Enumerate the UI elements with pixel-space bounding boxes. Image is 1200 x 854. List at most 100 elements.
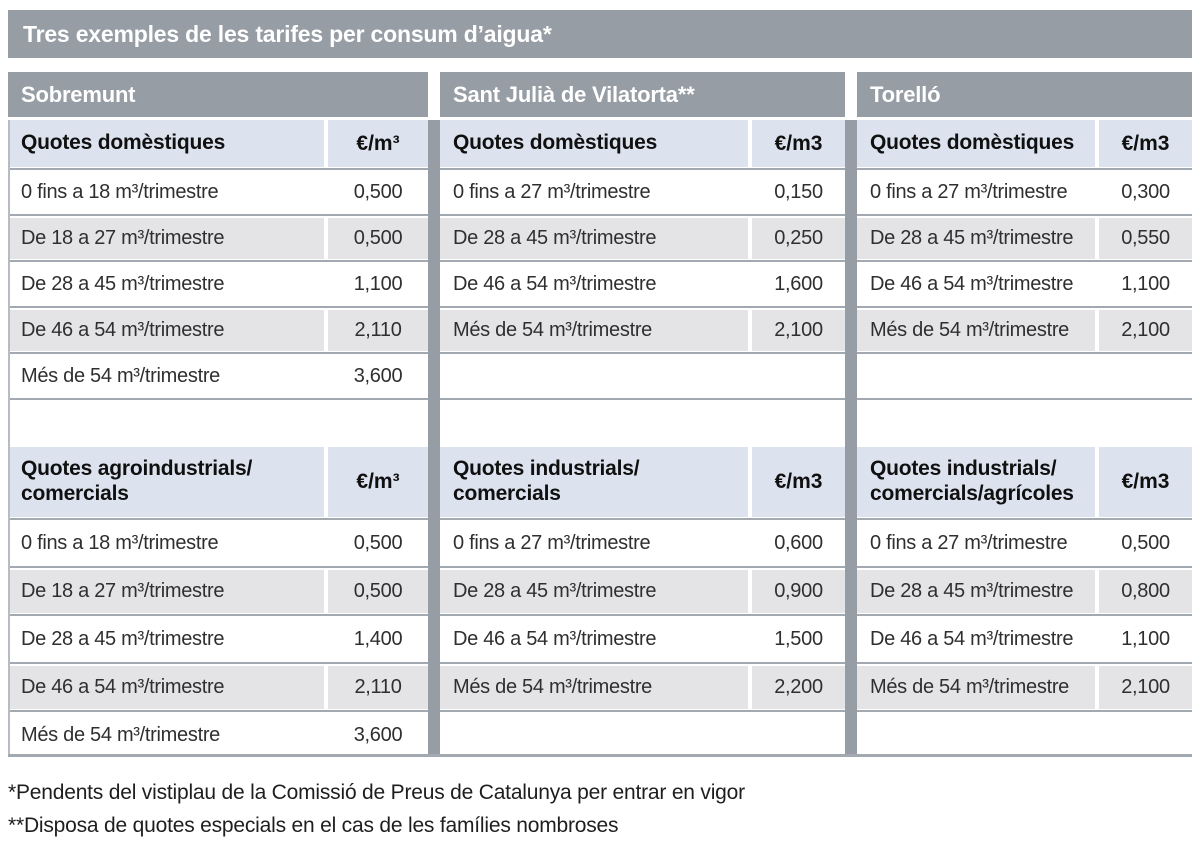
row-separator xyxy=(440,351,845,356)
tier-label: De 46 a 54 m³/trimestre xyxy=(453,628,657,650)
section-spacer xyxy=(440,402,845,447)
tier-label: De 46 a 54 m³/trimestre xyxy=(453,273,657,295)
section-title: Quotes domèstiques xyxy=(870,131,1075,155)
tariff-row: De 28 a 45 m³/trimestre 0,800 xyxy=(857,570,1192,613)
column-divider xyxy=(1095,570,1099,613)
column-divider xyxy=(324,264,328,305)
row-separator xyxy=(857,213,1192,218)
section-title: Quotes industrials/ comercials/agrícoles xyxy=(870,457,1074,505)
column-divider xyxy=(1095,310,1099,351)
section-agroindustrial: Quotes agroindustrials/ comercials €/m³ … xyxy=(8,447,428,757)
column-divider xyxy=(1095,120,1099,167)
section-separator xyxy=(857,397,1192,402)
table-bottom-border xyxy=(8,754,1192,757)
row-separator xyxy=(8,259,428,264)
row-separator xyxy=(857,613,1192,618)
section-title: Quotes domèstiques xyxy=(21,131,226,155)
unit-label: €/m3 xyxy=(774,470,823,493)
column-divider xyxy=(748,618,752,661)
row-separator xyxy=(440,613,845,618)
tier-label: Més de 54 m³/trimestre xyxy=(21,724,221,746)
section-domestic: Quotes domèstiques €/m3 0 fins a 27 m³/t… xyxy=(440,120,845,397)
section-title: Quotes domèstiques xyxy=(453,131,658,155)
price-value: 0,550 xyxy=(1121,227,1170,249)
row-separator xyxy=(8,305,428,310)
section-domestic: Quotes domèstiques €/m3 0 fins a 27 m³/t… xyxy=(857,120,1192,397)
price-value: 0,250 xyxy=(774,227,823,249)
tier-label: De 28 a 45 m³/trimestre xyxy=(870,227,1074,249)
tariff-row: De 28 a 45 m³/trimestre 1,100 xyxy=(8,264,428,305)
tier-label: Més de 54 m³/trimestre xyxy=(870,676,1070,698)
price-value: 0,500 xyxy=(353,181,403,203)
price-value: 1,400 xyxy=(353,628,403,650)
price-value: 1,600 xyxy=(774,273,823,295)
tier-label: De 46 a 54 m³/trimestre xyxy=(21,676,225,698)
row-separator xyxy=(857,259,1192,264)
empty-cell xyxy=(440,714,845,757)
tariff-row: De 46 a 54 m³/trimestre 2,110 xyxy=(8,310,428,351)
unit-label: €/m3 xyxy=(1121,131,1170,155)
municipality-header-torello: Torelló xyxy=(857,72,1192,117)
column-divider xyxy=(748,570,752,613)
column-divider xyxy=(748,120,752,167)
section-spacer xyxy=(8,402,428,447)
table-gap-band xyxy=(428,72,440,757)
row-separator xyxy=(8,517,428,522)
row-separator xyxy=(8,613,428,618)
row-separator xyxy=(857,167,1192,172)
tier-label: Més de 54 m³/trimestre xyxy=(453,319,653,341)
row-separator xyxy=(440,661,845,666)
section-header-row: Quotes industrials/ comercials €/m3 xyxy=(440,447,845,517)
tier-label: 0 fins a 18 m³/trimestre xyxy=(21,181,219,203)
empty-cell xyxy=(857,714,1192,757)
tier-label: De 46 a 54 m³/trimestre xyxy=(870,273,1074,295)
price-value: 0,500 xyxy=(353,532,403,554)
tier-label: Més de 54 m³/trimestre xyxy=(453,676,653,698)
column-divider xyxy=(1095,618,1099,661)
unit-label: €/m3 xyxy=(774,131,823,155)
page-title: Tres exemples de les tarifes per consum … xyxy=(8,10,1192,58)
tariff-row: De 28 a 45 m³/trimestre 0,250 xyxy=(440,218,845,259)
column-divider xyxy=(324,172,328,213)
tier-label: De 28 a 45 m³/trimestre xyxy=(453,227,657,249)
column-divider xyxy=(748,447,752,517)
section-industrial: Quotes industrials/ comercials €/m3 0 fi… xyxy=(440,447,845,757)
column-divider xyxy=(748,522,752,565)
column-divider xyxy=(324,310,328,351)
row-separator xyxy=(440,709,845,714)
row-separator xyxy=(440,213,845,218)
section-header-row: Quotes industrials/ comercials/agrícoles… xyxy=(857,447,1192,517)
column-divider xyxy=(324,714,328,757)
column-divider xyxy=(748,172,752,213)
municipality-header-sobremunt: Sobremunt xyxy=(8,72,428,117)
tariff-row: 0 fins a 27 m³/trimestre 0,600 xyxy=(440,522,845,565)
section-header-row: Quotes domèstiques €/m3 xyxy=(440,120,845,167)
tariff-row: De 28 a 45 m³/trimestre 0,550 xyxy=(857,218,1192,259)
tier-label: De 28 a 45 m³/trimestre xyxy=(870,580,1074,602)
section-industrial: Quotes industrials/ comercials/agrícoles… xyxy=(857,447,1192,757)
tariff-table-sant-julia: Sant Julià de Vilatorta** Quotes domèsti… xyxy=(440,72,845,757)
column-divider xyxy=(1095,666,1099,709)
section-header-row: Quotes agroindustrials/ comercials €/m³ xyxy=(8,447,428,517)
column-divider xyxy=(748,264,752,305)
tariff-row: De 18 a 27 m³/trimestre 0,500 xyxy=(8,218,428,259)
price-value: 0,500 xyxy=(353,227,403,249)
row-separator xyxy=(440,565,845,570)
tier-label: 0 fins a 27 m³/trimestre xyxy=(453,181,651,203)
tariff-row: De 46 a 54 m³/trimestre 2,110 xyxy=(8,666,428,709)
tariff-row: 0 fins a 27 m³/trimestre 0,300 xyxy=(857,172,1192,213)
unit-label: €/m³ xyxy=(356,470,400,493)
price-value: 1,100 xyxy=(1121,628,1170,650)
unit-label: €/m³ xyxy=(356,131,400,155)
tariff-table-sobremunt: Sobremunt Quotes domèstiques €/m³ 0 fins… xyxy=(8,72,428,757)
row-separator xyxy=(857,661,1192,666)
column-divider xyxy=(748,218,752,259)
column-divider xyxy=(748,666,752,709)
tier-label: 0 fins a 27 m³/trimestre xyxy=(453,532,651,554)
price-value: 0,900 xyxy=(774,580,823,602)
row-separator xyxy=(8,709,428,714)
tariff-row: De 46 a 54 m³/trimestre 1,500 xyxy=(440,618,845,661)
tier-label: 0 fins a 27 m³/trimestre xyxy=(870,181,1068,203)
tariff-row: 0 fins a 27 m³/trimestre 0,500 xyxy=(857,522,1192,565)
column-divider xyxy=(1095,447,1099,517)
